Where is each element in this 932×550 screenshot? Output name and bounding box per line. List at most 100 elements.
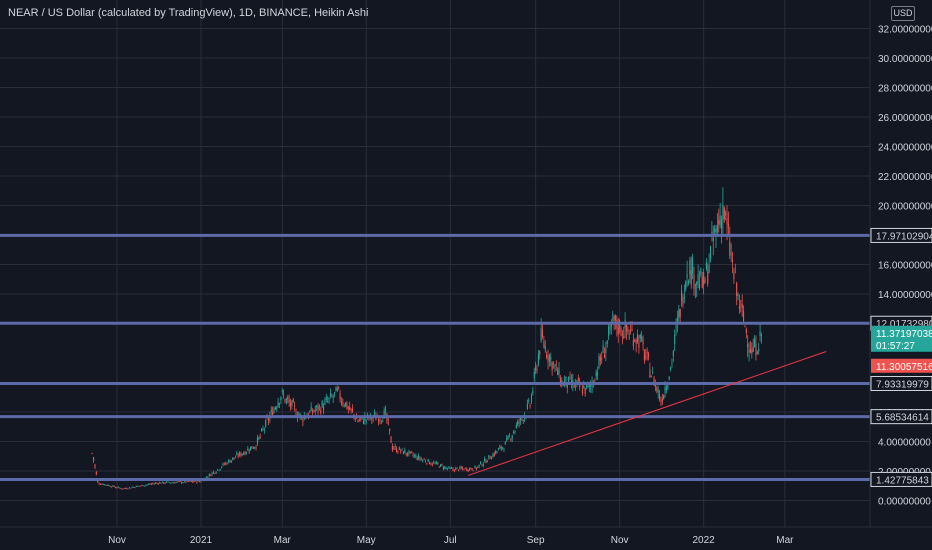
candle-body [638, 342, 640, 348]
candle-body [731, 259, 734, 262]
candle-body [687, 281, 690, 284]
candle-body [507, 436, 509, 439]
time-axis: Nov 2021 Mar May Jul Sep Nov 2022 Mar [108, 535, 794, 546]
candle-body [336, 388, 338, 391]
candle-body [456, 467, 458, 469]
candle-body [137, 485, 139, 487]
candle-body [369, 413, 371, 416]
candle-body [134, 487, 136, 489]
candle-body [587, 385, 589, 387]
candle-body [718, 220, 720, 225]
candle-body [486, 461, 488, 463]
candle-body [689, 259, 691, 275]
candle-body [623, 336, 625, 339]
candle-body [601, 358, 603, 360]
candle-body [714, 229, 716, 232]
candle-body [720, 220, 723, 229]
candle-body [583, 385, 585, 388]
candle-body [262, 428, 264, 430]
candle-body [652, 371, 654, 373]
candle-body [160, 482, 162, 484]
candle-body [317, 406, 319, 412]
candle-body [535, 366, 537, 371]
candle-body [346, 403, 348, 409]
candle-body [661, 399, 663, 402]
currency-button[interactable]: USD [891, 6, 915, 21]
candle-body [620, 328, 622, 336]
candle-body [345, 402, 347, 406]
candle-body [371, 418, 373, 420]
time-tick-label: Sep [527, 535, 545, 546]
candle-body [630, 329, 632, 331]
candle-body [278, 403, 281, 405]
candle-body [423, 459, 425, 461]
time-tick-label: May [357, 535, 376, 546]
candle-body [676, 318, 679, 324]
candle-body [413, 455, 415, 457]
candle-body [424, 461, 427, 463]
time-tick-label: Jul [444, 535, 457, 546]
level-price-label: 17.97102904 [876, 231, 932, 242]
candle-body [435, 462, 438, 464]
candle-body [320, 410, 322, 414]
candle-body [659, 394, 661, 400]
candle-body [404, 450, 406, 453]
price-tick-label: 20.00000000 [878, 202, 932, 213]
candle-body [729, 241, 731, 256]
candle-body [660, 401, 662, 403]
candle-body [597, 373, 599, 376]
candle-body [555, 364, 557, 365]
candle-body [212, 471, 214, 473]
candle-body [248, 451, 250, 453]
candle-body [639, 334, 641, 339]
candle-body [550, 357, 552, 360]
candle-body [178, 480, 180, 482]
candle-body [334, 392, 336, 393]
candle-body [179, 481, 181, 483]
candle-body [247, 448, 249, 451]
candle-body [608, 326, 610, 336]
candle-body [391, 445, 393, 450]
candle-body [521, 417, 523, 419]
candle-body [161, 481, 163, 483]
candle-body [590, 385, 592, 387]
candle-body [667, 385, 669, 389]
candle-body [94, 464, 96, 468]
candle-body [536, 368, 538, 371]
price-tags: 17.97102904 12.01732980 7.93319979 5.685346… [870, 227, 932, 487]
candle-body [485, 460, 487, 463]
candle-body [143, 485, 146, 487]
candle-body [747, 343, 749, 348]
last-price-label: 11.37197038 [876, 329, 932, 340]
candle-body [632, 340, 634, 347]
candle-body [475, 467, 477, 470]
candle-body [621, 333, 623, 335]
price-tick-label: 26.00000000 [878, 113, 932, 124]
candle-body [759, 330, 761, 337]
candle-body [557, 370, 559, 376]
candle-body [671, 362, 673, 364]
candle-body [172, 482, 175, 484]
candle-body [455, 468, 457, 471]
candle-body [656, 387, 658, 391]
candle-body [243, 452, 245, 455]
candle-body [441, 464, 443, 466]
candle-body [251, 446, 253, 449]
prev-close-tag [871, 358, 932, 373]
candle-body [327, 401, 329, 402]
candle-body [682, 297, 684, 305]
candle-body [518, 422, 520, 424]
candle-body [124, 488, 126, 489]
candle-body [126, 488, 128, 490]
candle-body [584, 388, 586, 394]
candle-body [451, 468, 453, 469]
candle-body [627, 328, 629, 332]
candle-body [715, 228, 717, 236]
candle-body [157, 483, 159, 485]
candle-body [316, 405, 318, 407]
candle-body [265, 420, 267, 427]
candle-body [400, 450, 402, 452]
candle-body [189, 480, 191, 482]
candle-body [132, 486, 135, 488]
